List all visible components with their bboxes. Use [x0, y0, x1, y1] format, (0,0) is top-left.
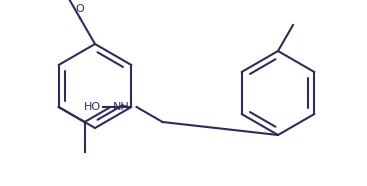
Text: NH: NH [113, 102, 129, 112]
Text: HO: HO [84, 102, 101, 112]
Text: O: O [76, 4, 84, 14]
